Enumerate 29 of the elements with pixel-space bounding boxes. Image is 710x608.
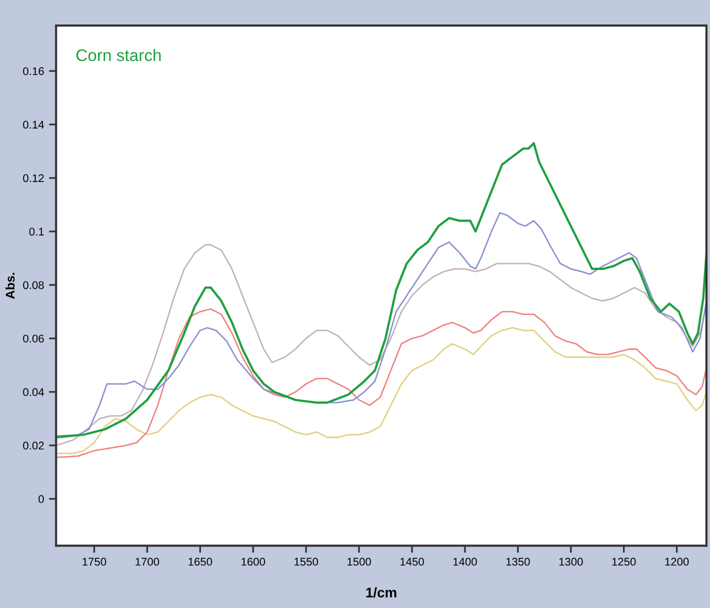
line-series [56,327,706,454]
line-series [56,244,706,446]
x-tick-label: 1350 [506,558,530,566]
x-tick-label: 1200 [665,558,689,566]
y-tick-label: 0.04 [23,388,44,396]
y-tick-label: 0.02 [23,442,44,450]
x-axis-title: 1/cm [366,587,396,598]
x-tick-label: 1650 [188,558,212,566]
x-tick-label: 1400 [453,558,477,566]
x-tick-label: 1600 [242,558,266,566]
x-tick-label: 1700 [136,558,160,566]
y-tick-label: 0.1 [29,228,44,236]
x-tick-label: 1750 [82,558,106,566]
x-tick-label: 1550 [294,558,318,566]
y-tick-label: 0.12 [23,174,44,182]
y-tick-label: 0.16 [23,67,44,76]
line-series [56,142,706,438]
y-tick-label: 0.08 [23,281,44,290]
y-tick-label: 0.06 [23,334,44,343]
x-tick-label: 1450 [400,558,424,566]
text: Corn starch [76,48,161,62]
line-series [56,308,706,458]
x-tick-label: 1300 [559,558,583,566]
y-tick-label: 0 [38,495,44,504]
x-tick-label: 1250 [612,558,636,566]
line-series [56,212,706,437]
y-axis-title: Abs. [5,272,15,299]
x-tick-label: 1500 [348,558,371,566]
y-tick-label: 0.14 [23,120,44,129]
